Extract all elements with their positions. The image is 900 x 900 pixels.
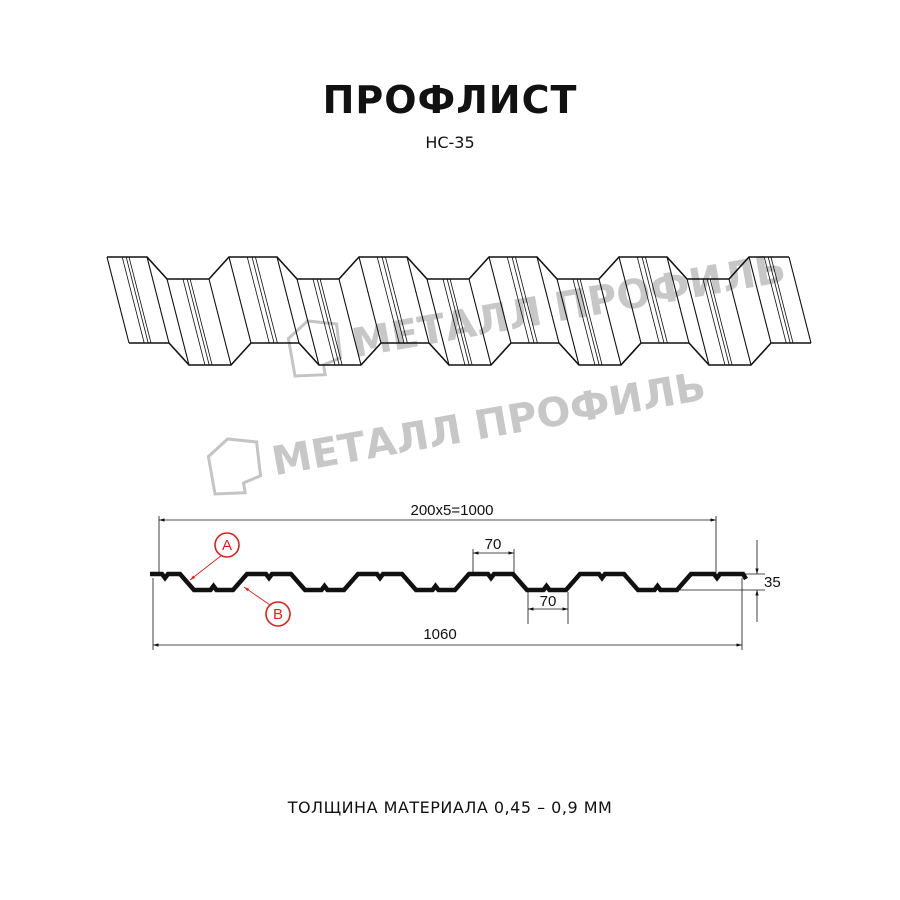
section-profile-line xyxy=(150,571,748,593)
page-title: ПРОФЛИСТ xyxy=(322,78,578,122)
dimension-label: 70 xyxy=(540,593,557,610)
sheet-groove-line xyxy=(255,256,278,344)
isometric-sheet-view xyxy=(106,256,812,366)
sheet-groove-line xyxy=(186,278,210,366)
sheet-groove-line xyxy=(385,256,408,344)
profile-model: НС-35 xyxy=(425,133,475,152)
sheet-groove-line xyxy=(316,278,340,366)
sheet-groove-line xyxy=(376,256,400,344)
material-thickness-note: ТОЛЩИНА МАТЕРИАЛА 0,45 – 0,9 ММ xyxy=(287,798,613,817)
sheet-groove-line xyxy=(636,256,660,344)
sheet-groove-line xyxy=(709,278,733,366)
sheet-fold-line xyxy=(536,256,560,344)
sheet-groove-line xyxy=(251,256,275,344)
sheet-lower-edge xyxy=(129,342,811,366)
sheet-groove-line xyxy=(381,256,405,344)
sheet-groove-line xyxy=(576,278,600,366)
sheet-fold-line xyxy=(598,278,622,366)
sheet-fold-line xyxy=(728,278,752,366)
sheet-groove-line xyxy=(767,256,791,344)
marker-label: B xyxy=(273,606,283,623)
sheet-groove-line xyxy=(506,256,530,344)
sheet-groove-line xyxy=(449,278,473,366)
watermark-text: МЕТАЛЛ ПРОФИЛЬ xyxy=(348,246,789,368)
sheet-groove-line xyxy=(515,256,538,344)
marker-leader xyxy=(243,586,271,606)
sheet-fold-line xyxy=(338,278,362,366)
sheet-groove-line xyxy=(312,278,336,366)
sheet-groove-line xyxy=(641,256,665,344)
sheet-groove-line xyxy=(706,278,730,366)
sheet-groove-line xyxy=(511,256,535,344)
sheet-fold-line xyxy=(788,256,812,344)
sheet-fold-line xyxy=(106,256,130,344)
dimension-top-flat: 70 xyxy=(472,536,515,573)
watermark-text: МЕТАЛЛ ПРОФИЛЬ xyxy=(268,364,709,486)
sheet-fold-line xyxy=(666,256,690,344)
marker-circle xyxy=(214,532,240,558)
sheet-fold-line xyxy=(468,278,492,366)
sheet-groove-line xyxy=(579,278,603,366)
dimension-label: 200x5=1000 xyxy=(411,502,494,519)
sheet-fold-line xyxy=(488,256,512,344)
sheet-fold-line xyxy=(146,256,170,344)
marker-a: A xyxy=(189,532,240,581)
marker-label: A xyxy=(222,537,232,554)
sheet-fold-line xyxy=(208,278,232,366)
sheet-fold-line xyxy=(166,278,190,366)
sheet-groove-line xyxy=(442,278,466,366)
marker-circle xyxy=(265,601,291,627)
sheet-groove-line xyxy=(770,256,794,344)
sheet-fold-line xyxy=(296,278,320,366)
sheet-groove-line xyxy=(702,278,726,366)
marker-leader xyxy=(189,554,223,581)
sheet-groove-line xyxy=(182,278,206,366)
sheet-groove-line xyxy=(246,256,270,344)
sheet-groove-line xyxy=(645,256,668,344)
marker-b: B xyxy=(243,586,291,627)
cross-section-view xyxy=(150,571,748,593)
sheet-fold-line xyxy=(748,256,772,344)
dimension-full-width: 1060 xyxy=(152,578,743,650)
sheet-fold-line xyxy=(686,278,710,366)
dimension-pitch-total: 200x5=1000 xyxy=(158,502,717,573)
sheet-fold-line xyxy=(618,256,642,344)
dimension-label: 35 xyxy=(764,574,781,591)
sheet-fold-line xyxy=(556,278,580,366)
dimension-label: 70 xyxy=(485,536,502,553)
sheet-groove-line xyxy=(572,278,596,366)
dimension-height: 35 xyxy=(680,540,781,622)
dimension-bottom-flat: 70 xyxy=(527,592,569,624)
sheet-fold-line xyxy=(426,278,450,366)
sheet-groove-line xyxy=(446,278,470,366)
sheet-groove-line xyxy=(125,256,149,344)
sheet-fold-line xyxy=(358,256,382,344)
sheet-groove-line xyxy=(189,278,213,366)
sheet-fold-line xyxy=(228,256,252,344)
sheet-groove-line xyxy=(128,256,152,344)
sheet-fold-line xyxy=(406,256,430,344)
sheet-fold-line xyxy=(276,256,300,344)
sheet-groove-line xyxy=(763,256,787,344)
sheet-upper-edge xyxy=(107,256,789,280)
watermark-logo-lower: МЕТАЛЛ ПРОФИЛЬ xyxy=(206,364,709,496)
sheet-groove-line xyxy=(121,256,145,344)
sheet-groove-line xyxy=(319,278,343,366)
dimension-label: 1060 xyxy=(423,626,456,643)
